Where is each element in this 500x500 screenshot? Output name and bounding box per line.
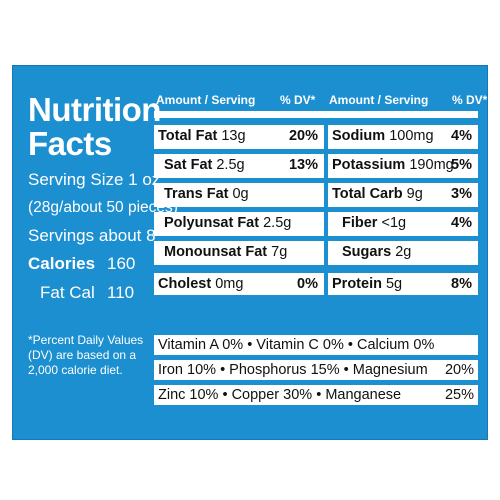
col1-row: Polyunsat Fat 2.5g	[154, 212, 324, 236]
col1-row: Total Fat 13g 20%	[154, 125, 324, 149]
nutrition-facts-panel: Nutrition Facts Serving Size 1 oz (28g/a…	[12, 65, 488, 440]
serving-size: Serving Size 1 oz	[28, 170, 161, 189]
daily-value: 5%	[451, 157, 472, 173]
daily-value: 0%	[297, 276, 318, 292]
nutrient-label: Monounsat Fat 7g	[164, 244, 288, 260]
nutrient-label: Trans Fat 0g	[164, 186, 249, 202]
col1-row: Cholest 0mg 0%	[154, 273, 324, 295]
col1-row: Trans Fat 0g	[154, 183, 324, 207]
title-line-2: Facts	[28, 125, 112, 162]
nutrient-label: Protein 5g	[332, 276, 403, 292]
nutrient-label: Polyunsat Fat 2.5g	[164, 215, 292, 231]
vitamin-row-2-end: 20%	[444, 362, 474, 378]
nutrient-label: Sat Fat 2.5g	[164, 157, 245, 173]
daily-value: 4%	[451, 215, 472, 231]
col1-row: Monounsat Fat 7g	[154, 241, 324, 265]
nutrient-label: Potassium 190mg	[332, 157, 454, 173]
col1-dv-header: % DV*	[280, 93, 316, 107]
header-thick-rule	[154, 111, 478, 118]
col2-amount-header: Amount / Serving	[329, 93, 429, 107]
col2-row: Protein 5g 8%	[328, 273, 478, 295]
footnote-line-1: *Percent Daily Values	[28, 333, 144, 347]
vitamin-row-3-end: 25%	[444, 387, 474, 403]
daily-value: 20%	[288, 128, 318, 144]
footnote-line-3: 2,000 calorie diet.	[28, 363, 123, 377]
col2-dv-header: % DV*	[452, 93, 488, 107]
col2-row: Sodium 100mg 4%	[328, 125, 478, 149]
nutrient-label: Sodium 100mg	[332, 128, 434, 144]
servings-per-container: Servings about 8	[28, 226, 156, 245]
nutrient-label: Cholest 0mg	[158, 276, 244, 292]
calories-label: Calories	[28, 254, 96, 273]
daily-value: 3%	[451, 186, 472, 202]
col1-row: Sat Fat 2.5g 13%	[154, 154, 324, 178]
serving-info: Serving Size 1 oz (28g/about 50 pieces) …	[28, 65, 178, 440]
fat-calories-label: Fat Cal	[40, 283, 95, 302]
nutrient-label: Total Fat 13g	[158, 128, 246, 144]
serving-detail: (28g/about 50 pieces)	[28, 199, 178, 216]
nutrient-label: Sugars 2g	[342, 244, 412, 260]
calories-value: 160	[107, 254, 136, 273]
title-line-1: Nutrition	[28, 91, 161, 128]
daily-value: 4%	[451, 128, 472, 144]
col2-row: Sugars 2g	[328, 241, 478, 265]
vitamin-row-1-text: Vitamin A 0% • Vitamin C 0% • Calcium 0%	[158, 337, 435, 353]
nutrient-label: Fiber <1g	[342, 215, 407, 231]
col2-row: Fiber <1g 4%	[328, 212, 478, 236]
daily-value: 13%	[288, 157, 318, 173]
vitamin-row-1: Vitamin A 0% • Vitamin C 0% • Calcium 0%	[154, 335, 478, 355]
vitamin-row-2: Iron 10% • Phosphorus 15% • Magnesium 20…	[154, 360, 478, 380]
footnote-line-2: (DV) are based on a	[28, 348, 137, 362]
col2-row: Potassium 190mg 5%	[328, 154, 478, 178]
col2-row: Total Carb 9g 3%	[328, 183, 478, 207]
daily-value: 8%	[451, 276, 472, 292]
col1-amount-header: Amount / Serving	[156, 93, 256, 107]
fat-calories-value: 110	[107, 283, 135, 302]
nutrient-label: Total Carb 9g	[332, 186, 423, 202]
vitamin-row-3: Zinc 10% • Copper 30% • Manganese 25%	[154, 385, 478, 405]
nutrition-left-column: Nutrition Facts	[28, 93, 162, 161]
vitamin-row-2-text: Iron 10% • Phosphorus 15% • Magnesium	[158, 362, 428, 378]
vitamin-row-3-text: Zinc 10% • Copper 30% • Manganese	[158, 387, 402, 403]
